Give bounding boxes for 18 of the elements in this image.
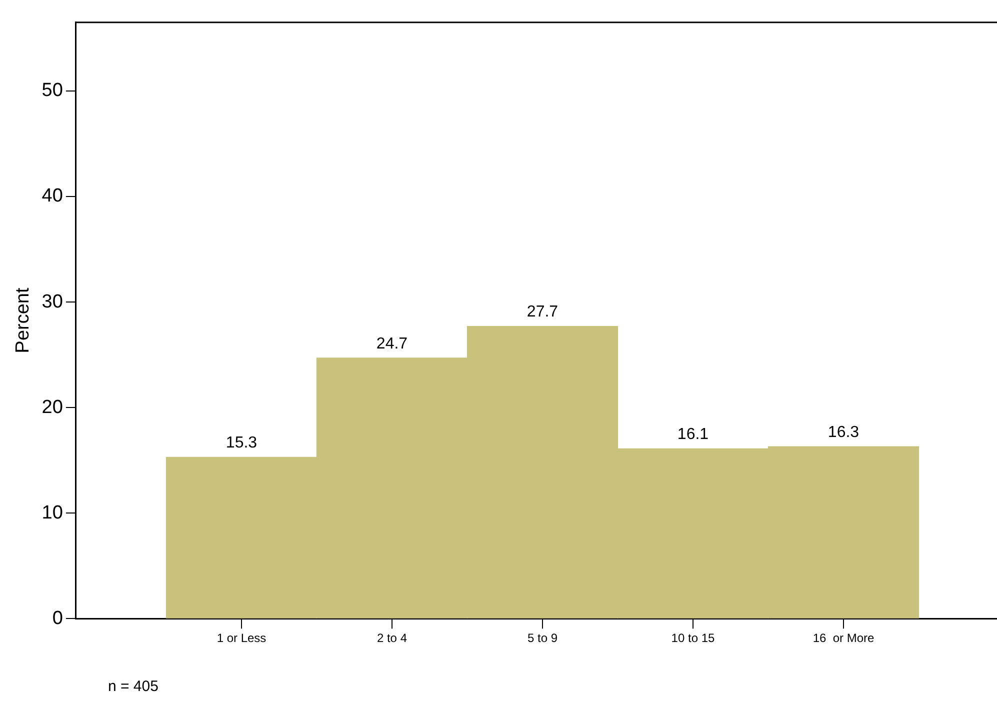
x-tick-label: 2 to 4 [376, 631, 408, 646]
data-label: 27.7 [526, 304, 558, 321]
y-tick-label: 50 [42, 80, 63, 102]
x-tick-label: 5 to 9 [527, 631, 558, 646]
y-tick-label: 30 [42, 291, 63, 312]
data-label: 16.1 [677, 426, 709, 444]
x-tick-label: 16 or More [812, 631, 874, 646]
text: n = 405 [108, 678, 158, 696]
x-tick-label: 1 or Less [216, 631, 266, 646]
y-axis-title: Percent [12, 287, 34, 354]
x-tick-label: 10 to 15 [671, 631, 715, 646]
y-tick-label: 0 [52, 608, 63, 629]
data-label: 15.3 [226, 434, 258, 452]
data-label: 16.3 [828, 424, 860, 442]
y-tick-label: 20 [42, 396, 63, 418]
y-tick-label: 10 [42, 502, 63, 524]
data-label: 24.7 [376, 335, 408, 352]
y-tick-label: 40 [42, 186, 63, 207]
